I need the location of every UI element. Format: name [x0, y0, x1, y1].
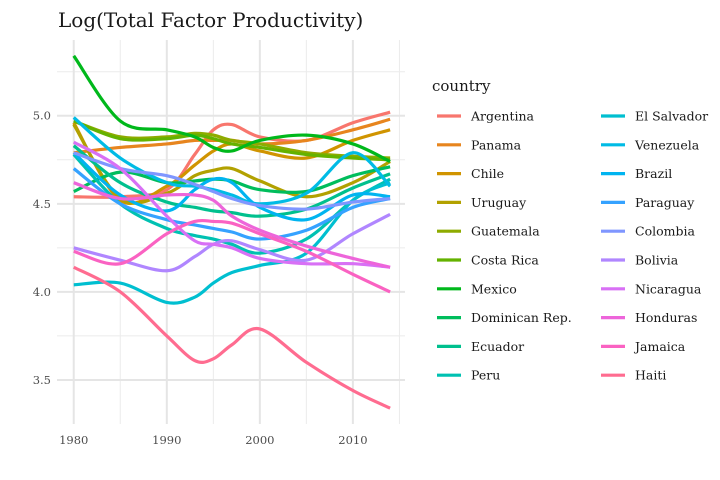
- legend-item-guatemala: Guatemala: [437, 224, 540, 239]
- x-tick-label: 1980: [59, 433, 88, 447]
- x-tick-label: 2000: [245, 433, 274, 447]
- legend-item-argentina: Argentina: [437, 109, 535, 124]
- legend-item-honduras: Honduras: [601, 310, 697, 325]
- legend-label: Dominican Rep.: [471, 310, 572, 325]
- series-line-el-salvador: [73, 181, 391, 305]
- legend-item-costa-rica: Costa Rica: [437, 253, 539, 268]
- legend-label: Paraguay: [635, 195, 695, 210]
- legend-label: Honduras: [635, 310, 697, 325]
- legend-item-uruguay: Uruguay: [437, 195, 527, 210]
- legend-title: country: [432, 77, 491, 95]
- y-tick-label: 5.0: [33, 109, 51, 123]
- legend-label: Guatemala: [471, 224, 540, 239]
- legend-item-mexico: Mexico: [437, 281, 517, 296]
- legend-label: Brazil: [635, 166, 672, 181]
- chart-title: Log(Total Factor Productivity): [58, 8, 363, 32]
- x-tick-label: 1990: [152, 433, 181, 447]
- series-line-brazil: [72, 151, 391, 222]
- legend-label: Venezuela: [634, 137, 700, 152]
- series-lines: [72, 54, 392, 410]
- legend-item-panama: Panama: [437, 137, 522, 152]
- legend-item-jamaica: Jamaica: [601, 339, 686, 354]
- series-line-guatemala: [73, 119, 391, 160]
- series-line-paraguay: [72, 167, 391, 241]
- legend-item-paraguay: Paraguay: [601, 195, 695, 210]
- legend-label: El Salvador: [635, 109, 708, 124]
- series-line-honduras: [73, 181, 391, 269]
- legend-label: Haiti: [635, 368, 666, 383]
- legend-item-brazil: Brazil: [601, 166, 672, 181]
- legend-label: Peru: [471, 368, 500, 383]
- legend-item-chile: Chile: [437, 166, 504, 181]
- legend-item-haiti: Haiti: [601, 368, 666, 383]
- series-line-colombia: [73, 151, 391, 211]
- y-tick-label: 4.0: [33, 285, 51, 299]
- y-tick-label: 4.5: [33, 197, 51, 211]
- legend-item-ecuador: Ecuador: [437, 339, 524, 354]
- legend-item-colombia: Colombia: [601, 224, 695, 239]
- y-tick-label: 3.5: [33, 373, 51, 387]
- legend-item-bolivia: Bolivia: [601, 253, 679, 268]
- legend-label: Ecuador: [471, 339, 524, 354]
- series-line-bolivia: [73, 212, 391, 273]
- legend-item-venezuela: Venezuela: [601, 137, 700, 152]
- axis-labels: 3.5 4.0 4.5 5.0 1980 1990 2000 2010: [33, 109, 368, 447]
- legend-label: Chile: [471, 166, 504, 181]
- legend-item-el-salvador: El Salvador: [601, 109, 708, 124]
- legend-item-nicaragua: Nicaragua: [601, 281, 702, 296]
- legend-label: Bolivia: [635, 253, 679, 268]
- legend-label: Uruguay: [471, 195, 527, 210]
- x-tick-label: 2010: [338, 433, 367, 447]
- legend-item-peru: Peru: [437, 368, 500, 383]
- legend-label: Jamaica: [633, 339, 686, 354]
- series-line-mexico: [72, 54, 391, 163]
- legend: country Argentina Panama Chile Uruguay Guate…: [432, 77, 708, 383]
- series-line-venezuela: [72, 116, 392, 206]
- legend-label: Colombia: [635, 224, 695, 239]
- legend-label: Panama: [471, 137, 522, 152]
- series-line-jamaica: [73, 218, 391, 294]
- series-line-costa-rica: [73, 119, 391, 162]
- series-line-haiti: [72, 265, 391, 410]
- legend-label: Nicaragua: [635, 281, 702, 296]
- legend-item-dominican-rep: Dominican Rep.: [437, 310, 572, 325]
- legend-label: Argentina: [470, 109, 535, 124]
- legend-label: Mexico: [471, 281, 517, 296]
- legend-label: Costa Rica: [471, 253, 539, 268]
